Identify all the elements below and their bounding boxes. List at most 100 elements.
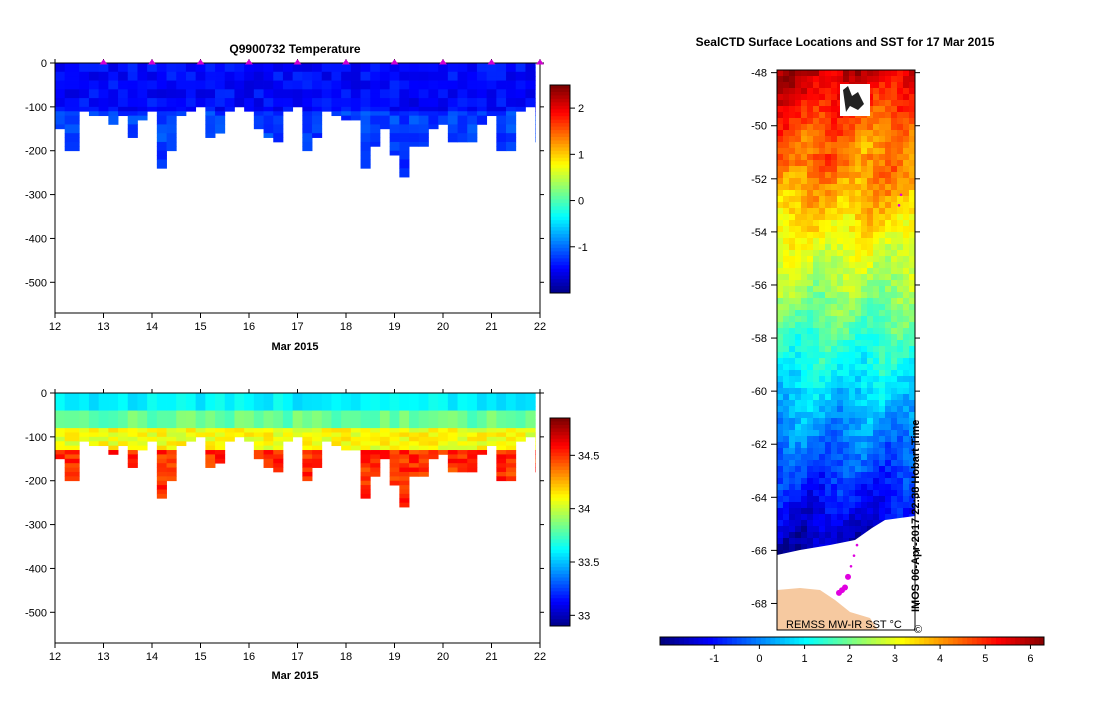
sst-cell — [813, 364, 820, 371]
profile-cell — [302, 450, 313, 455]
sst-cell — [789, 208, 796, 215]
profile-cell — [55, 102, 66, 108]
sst-cell — [843, 394, 850, 401]
profile-cell — [389, 445, 400, 451]
sst-cell — [849, 124, 856, 131]
sst-cell — [873, 112, 880, 119]
profile-cell — [282, 80, 294, 86]
seal-location — [897, 204, 901, 207]
sst-cell — [843, 148, 850, 155]
profile-cell — [486, 393, 497, 398]
colorbar-segment — [550, 466, 570, 471]
colorbar-tick-label: 1 — [578, 149, 584, 161]
colorbar-segment — [550, 438, 570, 443]
sst-cell — [783, 334, 790, 341]
sst-cell — [777, 106, 784, 113]
profile-cell — [389, 436, 400, 442]
colorbar-segment — [550, 272, 570, 277]
sst-cell — [843, 136, 850, 143]
colorbar-segment — [981, 637, 987, 645]
sst-cell — [837, 352, 844, 359]
sst-cell — [873, 262, 880, 269]
sst-cell — [831, 268, 838, 275]
profile-cell — [205, 463, 216, 468]
profile-cell — [360, 141, 371, 147]
profile-cell — [166, 471, 177, 477]
sst-cell — [897, 364, 904, 371]
profile-cell — [224, 397, 235, 403]
sst-cell — [909, 508, 915, 515]
profile-cell — [55, 93, 66, 99]
profile-cell — [88, 414, 100, 420]
profile-cell — [302, 414, 313, 420]
profile-cell — [205, 401, 216, 407]
sst-cell — [885, 100, 892, 107]
x-tick-label: 21 — [485, 651, 497, 663]
profile-cell — [496, 71, 507, 77]
sst-cell — [801, 454, 808, 461]
sst-cell — [861, 154, 868, 161]
sst-cell — [855, 286, 862, 293]
sst-cell — [891, 418, 898, 425]
profile-cell — [64, 63, 80, 68]
profile-cell — [525, 63, 536, 68]
profile-cell — [515, 106, 526, 112]
colorbar-segment — [550, 275, 570, 280]
sst-cell — [843, 526, 850, 533]
sst-cell — [885, 124, 892, 131]
sst-cell — [867, 76, 874, 83]
profile-cell — [418, 89, 429, 95]
profile-cell — [389, 141, 400, 147]
colorbar-segment — [550, 501, 570, 506]
profile-cell — [399, 84, 410, 90]
profile-cell — [156, 76, 167, 81]
profile-cell — [331, 397, 342, 403]
sst-cell — [885, 388, 892, 395]
sst-cell — [891, 88, 898, 95]
sst-cell — [843, 472, 850, 479]
sst-cell — [855, 244, 862, 251]
profile-cell — [156, 423, 167, 429]
sst-cell — [783, 328, 790, 335]
sst-cell — [873, 412, 880, 419]
sst-cell — [819, 304, 826, 311]
sst-cell — [777, 94, 784, 101]
sst-cell — [879, 514, 886, 521]
colorbar-segment — [550, 553, 570, 558]
sst-cell — [789, 460, 796, 467]
profile-cell — [176, 401, 187, 407]
sst-cell — [867, 334, 874, 341]
sst-cell — [819, 340, 826, 347]
sst-cell — [867, 340, 874, 347]
profile-cell — [98, 414, 109, 420]
sst-cell — [795, 70, 802, 77]
sst-cell — [903, 466, 910, 473]
sst-cell — [825, 148, 832, 155]
profile-cell — [195, 71, 206, 77]
profile-cell — [321, 419, 332, 425]
profile-cell — [360, 406, 371, 411]
profile-cell — [273, 393, 284, 398]
sst-cell — [825, 202, 832, 209]
profile-cell — [321, 98, 332, 103]
sst-cell — [891, 274, 898, 281]
colorbar-segment — [550, 560, 570, 565]
colorbar-segment — [1015, 637, 1021, 645]
sst-cell — [843, 508, 850, 515]
sst-cell — [807, 370, 814, 377]
profile-cell — [137, 106, 148, 112]
profile-cell — [467, 111, 478, 117]
sst-cell — [789, 322, 796, 329]
profile-cell — [399, 467, 410, 473]
sst-cell — [831, 82, 838, 89]
sst-cell — [867, 304, 874, 311]
profile-cell — [205, 445, 216, 451]
sst-cell — [795, 124, 802, 131]
colorbar-segment — [684, 637, 690, 645]
profile-cell — [467, 445, 478, 451]
profile-cell — [515, 401, 526, 407]
profile-cell — [409, 141, 420, 147]
profile-cell — [321, 67, 332, 73]
sst-cell — [861, 502, 868, 509]
sst-cell — [873, 490, 880, 497]
